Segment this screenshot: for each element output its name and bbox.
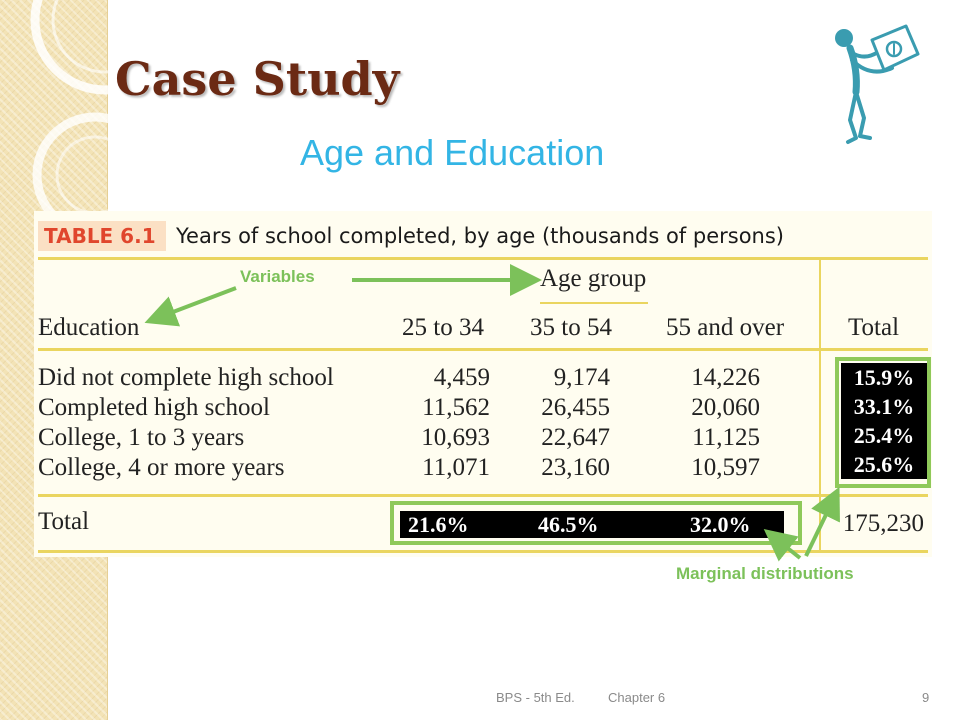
column-percentage: 32.0% <box>690 512 751 537</box>
row-label: Completed high school <box>38 394 270 421</box>
row-percentage: 25.4% <box>853 423 915 448</box>
stick-figure-holding-sign-icon <box>835 24 920 144</box>
column-header-education: Education <box>38 314 140 341</box>
total-row-label: Total <box>38 508 90 535</box>
table-cell: 26,455 <box>541 394 610 421</box>
marginal-distributions-annotation: Marginal distributions <box>676 564 854 583</box>
table-cell: 10,693 <box>421 424 490 451</box>
education-table: TABLE 6.1 Years of school completed, by … <box>34 211 932 557</box>
row-label: Did not complete high school <box>38 364 334 391</box>
table-cell: 11,562 <box>422 394 490 421</box>
total-rule <box>38 494 928 497</box>
row-marginal-highlight <box>835 357 931 488</box>
table-cell: 20,060 <box>691 394 760 421</box>
table-cell: 10,597 <box>691 454 760 481</box>
row-percentage: 33.1% <box>853 394 915 419</box>
table-cell: 11,125 <box>692 424 760 451</box>
column-marginal-percentages: 21.6% 46.5% 32.0% <box>400 511 784 538</box>
column-percentage: 46.5% <box>538 512 599 537</box>
column-percentage: 21.6% <box>408 512 469 537</box>
column-header-35-54: 35 to 54 <box>530 314 612 341</box>
slide-title: Case Study <box>115 52 400 106</box>
column-header-55-over: 55 and over <box>666 314 785 341</box>
slide-number: 9 <box>922 690 930 705</box>
row-label: College, 4 or more years <box>38 454 285 481</box>
header-rule <box>38 348 928 351</box>
table-cell: 9,174 <box>553 364 610 391</box>
column-header-25-34: 25 to 34 <box>402 314 484 341</box>
footer-chapter: Chapter 6 <box>608 690 666 705</box>
column-marginal-highlight <box>390 501 802 545</box>
row-label: College, 1 to 3 years <box>38 424 245 451</box>
variables-annotation: Variables <box>240 267 315 286</box>
table-cell: 11,071 <box>422 454 490 481</box>
table-number-label: TABLE 6.1 <box>38 221 166 251</box>
age-group-underline <box>540 302 648 304</box>
slide-subtitle: Age and Education <box>300 132 605 173</box>
column-header-total: Total <box>848 314 900 341</box>
footer-source: BPS - 5th Ed. <box>496 690 575 705</box>
row-percentage: 15.9% <box>853 365 915 390</box>
table-cell: 22,647 <box>541 424 610 451</box>
row-percentage: 25.6% <box>853 452 915 477</box>
table-top-rule <box>38 257 928 260</box>
table-cell: 23,160 <box>541 454 610 481</box>
total-column-divider <box>819 257 821 553</box>
table-cell: 14,226 <box>691 364 760 391</box>
row-marginal-percentages: 15.9% 33.1% 25.4% 25.6% <box>841 363 927 479</box>
age-group-header: Age group <box>540 265 647 292</box>
grand-total: 175,230 <box>842 510 924 537</box>
table-cell: 4,459 <box>433 364 490 391</box>
table-bottom-rule <box>38 550 928 553</box>
table-caption: Years of school completed, by age (thous… <box>176 224 784 248</box>
